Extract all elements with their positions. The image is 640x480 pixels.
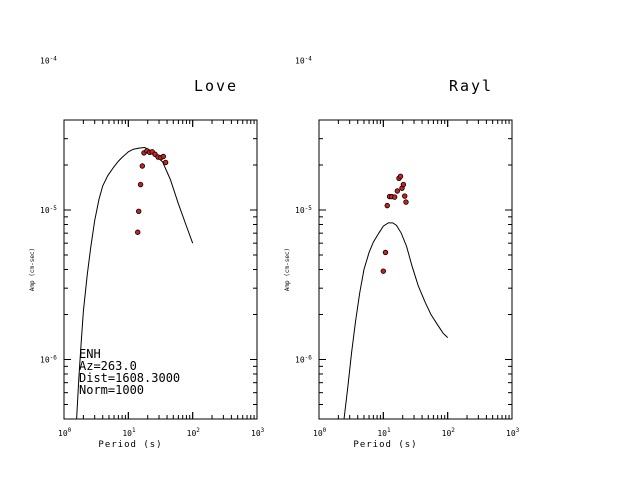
y-tick-label: 10-5 bbox=[40, 205, 57, 215]
tick-marks bbox=[63, 119, 258, 420]
y-tick-label: 10-5 bbox=[295, 205, 312, 215]
y-axis-label: Amp (cm-sec) bbox=[29, 248, 36, 291]
annotation-line: Az=263.0 bbox=[79, 359, 137, 373]
amplitude-curve bbox=[343, 222, 449, 420]
amplitude-curve bbox=[76, 146, 194, 420]
y-tick-label: 10-6 bbox=[295, 355, 312, 365]
x-axis-label: Period (s) bbox=[353, 440, 417, 450]
y-tick-label: 10-4 bbox=[40, 56, 57, 66]
data-point bbox=[380, 268, 387, 274]
tick-marks bbox=[318, 119, 513, 420]
data-point bbox=[137, 181, 144, 188]
x-tick-label: 103 bbox=[506, 427, 520, 438]
chart-title: Love bbox=[194, 77, 238, 95]
data-point bbox=[394, 188, 401, 194]
x-tick-label: 101 bbox=[377, 427, 391, 438]
plot-frame bbox=[318, 119, 513, 420]
data-point bbox=[162, 159, 169, 166]
data-point bbox=[382, 249, 389, 256]
x-tick-label: 101 bbox=[122, 427, 136, 438]
x-tick-label: 100 bbox=[58, 427, 72, 438]
observed-points bbox=[135, 148, 169, 235]
data-point bbox=[400, 181, 407, 188]
data-point bbox=[403, 199, 409, 205]
annotation-line: Dist=1608.3000 bbox=[79, 371, 180, 385]
y-axis-label: Amp (cm-sec) bbox=[284, 248, 291, 291]
annotation-line: ENH bbox=[79, 347, 101, 361]
x-tick-label: 103 bbox=[251, 427, 265, 438]
panel-love: 100 101 102 103 10-6 10-5 10-4 Love Period (s) Am… bbox=[29, 56, 265, 450]
data-point bbox=[139, 163, 146, 169]
y-tick-label: 10-6 bbox=[40, 355, 57, 365]
chart-title: Rayl bbox=[449, 77, 493, 95]
x-tick-label: 102 bbox=[187, 427, 201, 438]
x-axis-label: Period (s) bbox=[98, 440, 162, 450]
panel-rayl: 100 101 102 103 10-6 10-5 10-4 Rayl Period (s) Am… bbox=[284, 56, 520, 450]
observed-points bbox=[380, 173, 409, 274]
data-point bbox=[135, 229, 141, 235]
x-tick-label: 100 bbox=[313, 427, 327, 438]
data-point bbox=[160, 153, 167, 160]
x-tick-label: 102 bbox=[442, 427, 456, 438]
y-tick-label: 10-4 bbox=[295, 56, 312, 66]
data-point bbox=[136, 208, 142, 215]
data-point bbox=[397, 173, 404, 180]
annotation-line: Norm=1000 bbox=[79, 383, 144, 397]
data-point bbox=[391, 194, 398, 200]
data-point bbox=[402, 193, 408, 199]
data-point bbox=[384, 202, 390, 209]
